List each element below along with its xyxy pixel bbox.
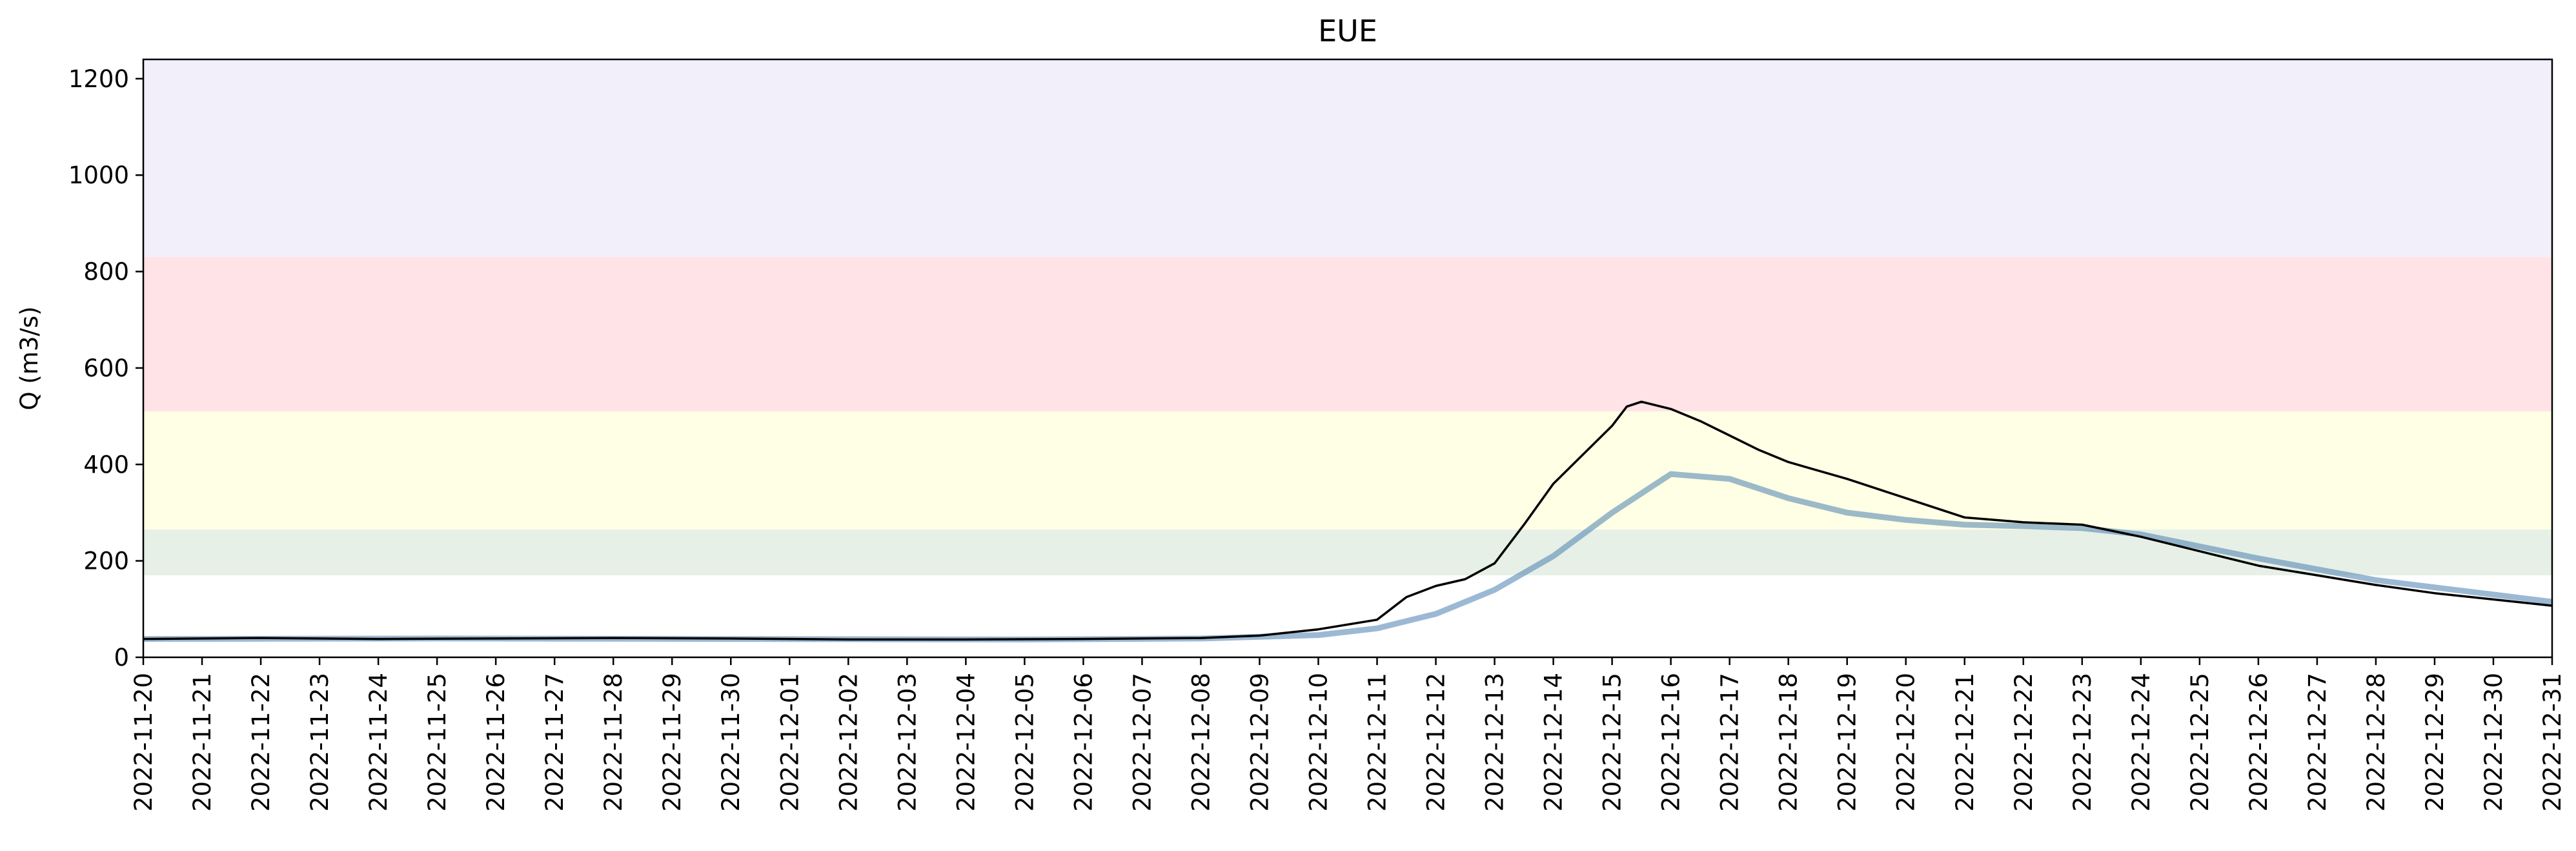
x-tick-label: 2022-12-06	[1070, 673, 1097, 812]
x-tick-label: 2022-11-21	[188, 673, 216, 812]
threshold-bands	[143, 59, 2552, 576]
x-tick-label: 2022-12-03	[893, 673, 921, 812]
chart-title: EUE	[1318, 14, 1377, 48]
x-tick-label: 2022-12-20	[1892, 673, 1920, 812]
x-tick-label: 2022-12-07	[1128, 673, 1156, 812]
x-tick-label: 2022-12-29	[2421, 673, 2449, 812]
plot-frame	[142, 58, 2553, 659]
x-tick-label: 2022-12-27	[2304, 673, 2331, 812]
x-tick-label: 2022-12-21	[1951, 673, 1979, 812]
x-tick-label: 2022-12-13	[1481, 673, 1509, 812]
x-tick-label: 2022-11-24	[365, 673, 392, 812]
x-tick-label: 2022-11-26	[482, 673, 510, 812]
x-tick-label: 2022-12-11	[1364, 673, 1392, 812]
y-tick-label: 1200	[68, 65, 129, 93]
x-tick-label: 2022-12-15	[1599, 673, 1627, 812]
x-tick-label: 2022-11-27	[541, 673, 569, 812]
threshold-band-3	[143, 59, 2552, 258]
x-tick-label: 2022-11-22	[247, 673, 275, 812]
y-axis: 0 200 400 600 800 1000 1200	[68, 65, 143, 672]
y-tick-label: 600	[83, 354, 129, 382]
x-axis: 2022-11-20 2022-11-21 2022-11-22 2022-11-23…	[130, 657, 2566, 812]
x-tick-label: 2022-12-09	[1246, 673, 1273, 812]
x-tick-label: 2022-12-28	[2362, 673, 2390, 812]
x-tick-label: 2022-11-20	[130, 673, 157, 812]
y-tick-label: 800	[83, 258, 129, 286]
x-tick-label: 2022-12-12	[1423, 673, 1450, 812]
y-tick-label: 0	[114, 644, 129, 672]
x-tick-label: 2022-12-23	[2069, 673, 2096, 812]
x-tick-label: 2022-12-10	[1304, 673, 1332, 812]
x-tick-label: 2022-12-02	[835, 673, 862, 812]
x-tick-label: 2022-12-16	[1658, 673, 1685, 812]
x-tick-label: 2022-12-14	[1540, 673, 1568, 812]
threshold-band-2	[143, 257, 2552, 412]
x-tick-label: 2022-11-29	[658, 673, 686, 812]
x-tick-label: 2022-12-26	[2245, 673, 2273, 812]
threshold-band-1	[143, 411, 2552, 530]
x-tick-label: 2022-11-23	[306, 673, 334, 812]
x-tick-label: 2022-12-17	[1716, 673, 1744, 812]
x-tick-label: 2022-12-30	[2480, 673, 2508, 812]
y-tick-label: 400	[83, 451, 129, 478]
x-tick-label: 2022-12-22	[2010, 673, 2038, 812]
x-tick-label: 2022-12-24	[2127, 673, 2155, 812]
x-tick-label: 2022-12-25	[2186, 673, 2214, 812]
x-tick-label: 2022-12-05	[1011, 673, 1039, 812]
y-tick-label: 1000	[68, 161, 129, 189]
threshold-band-0	[143, 529, 2552, 576]
x-tick-label: 2022-12-08	[1187, 673, 1215, 812]
x-tick-label: 2022-12-18	[1775, 673, 1803, 812]
x-tick-label: 2022-11-28	[600, 673, 627, 812]
x-tick-label: 2022-12-04	[952, 673, 980, 812]
y-axis-label: Q (m3/s)	[15, 306, 43, 410]
x-tick-label: 2022-12-19	[1834, 673, 1861, 812]
series-layer	[143, 400, 2553, 642]
x-tick-label: 2022-11-30	[717, 673, 745, 812]
observed-series-line	[143, 400, 2553, 641]
y-tick-label: 200	[83, 548, 129, 575]
x-tick-label: 2022-12-01	[776, 673, 804, 812]
x-tick-label: 2022-11-25	[423, 673, 451, 812]
x-tick-label: 2022-12-31	[2539, 673, 2566, 812]
